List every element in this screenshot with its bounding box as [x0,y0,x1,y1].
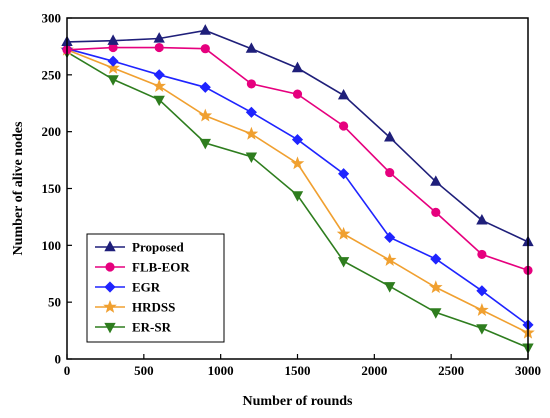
data-point [153,32,165,43]
axis-tick-labels: 0 500 1000 1500 2000 2500 3000 0 50 100 150 200 250 3… [42,11,542,379]
y-tick-label: 250 [42,67,62,82]
legend-label: HRDSS [132,300,175,315]
data-point [476,213,488,225]
plot-frame [66,17,529,360]
data-point [107,75,119,86]
y-tick-label: 300 [42,11,62,26]
y-tick-label: 0 [55,352,62,367]
legend-label: Proposed [132,240,185,255]
legend: Proposed FLB-EOR EGR HRDSS ER-SR [86,233,225,343]
legend-item: HRDSS [95,300,175,315]
x-tick-label: 2500 [438,363,464,378]
series-proposed [61,24,534,247]
legend-item: EGR [95,280,161,295]
legend-marker [104,322,116,334]
series-egr [61,43,534,331]
data-point [431,207,441,217]
legend-label: EGR [132,280,161,295]
x-tick-label: 1000 [208,363,234,378]
data-point [475,302,489,316]
legend-marker [104,240,116,252]
data-point [337,257,350,268]
data-point [384,282,396,293]
data-point [382,252,397,266]
data-point [199,81,211,93]
data-point [291,191,304,202]
data-point [430,253,442,265]
data-point [384,231,396,243]
data-point [338,168,350,180]
data-point [290,156,305,170]
data-point [338,121,349,131]
legend-item: ER-SR [95,320,172,335]
y-tick-label: 150 [42,181,62,196]
legend-label: ER-SR [132,320,172,335]
x-tick-label: 0 [64,363,71,378]
data-point [107,34,119,45]
data-point [106,60,120,74]
legend-marker [103,299,117,313]
data-point [246,79,256,89]
legend-item: FLB-EOR [95,260,190,275]
data-point [384,130,396,142]
data-point [153,95,165,107]
x-tick-label: 1500 [285,363,311,378]
data-point [385,167,395,178]
legend-label: FLB-EOR [132,260,190,275]
x-tick-label: 500 [134,363,154,378]
data-point [198,108,213,122]
data-point [245,42,258,53]
data-point [153,69,165,81]
y-tick-label: 50 [48,295,61,310]
data-point [336,226,351,240]
data-point [291,61,304,73]
data-point [244,126,259,140]
y-axis-title: Number of alive nodes [11,121,26,255]
data-point [107,55,119,67]
data-point [429,280,443,294]
data-point [292,89,303,99]
data-point [245,152,258,164]
series-hrdss [60,42,535,339]
data-point [476,285,488,297]
x-tick-label: 2000 [361,363,387,378]
data-point [154,42,164,53]
data-point [477,249,487,260]
data-point [200,44,210,54]
data-point [152,79,166,93]
data-point [337,88,350,100]
legend-marker [105,262,115,272]
data-point [430,308,442,319]
data-point [291,134,304,146]
y-tick-label: 200 [42,124,62,139]
y-tick-label: 100 [42,238,62,253]
data-point [199,24,211,35]
x-tick-label: 3000 [515,363,541,378]
data-point [476,324,488,335]
legend-marker [104,281,116,293]
x-axis-title: Number of rounds [243,394,354,409]
legend-item: Proposed [95,240,185,255]
data-point [245,106,257,118]
data-point [199,138,211,150]
data-point [430,175,442,186]
